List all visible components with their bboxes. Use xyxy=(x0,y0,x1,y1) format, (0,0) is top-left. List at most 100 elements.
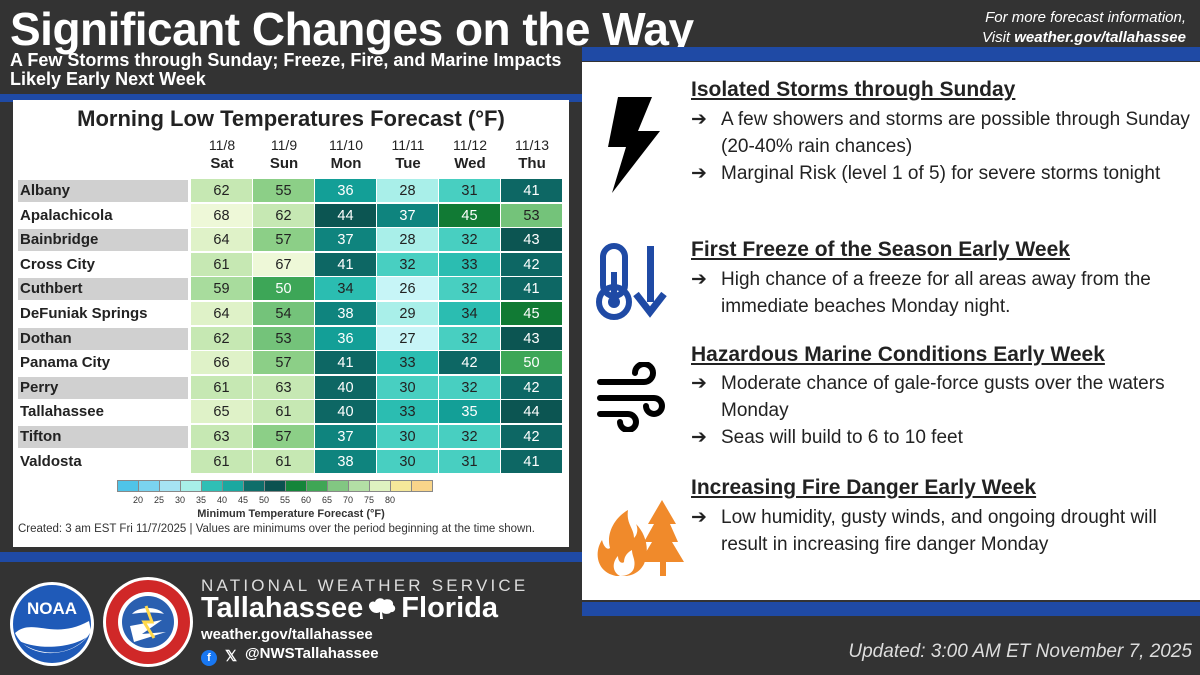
colorbar-swatch xyxy=(348,480,370,492)
colorbar-swatch xyxy=(180,480,202,492)
temperature-cell: 57 xyxy=(253,351,315,376)
city-label: Tallahassee xyxy=(20,403,104,421)
colorbar-tick: 80 xyxy=(384,495,395,505)
temperature-cell: 33 xyxy=(439,252,501,277)
section-heading: Isolated Storms through Sunday xyxy=(691,78,1016,101)
section-bullet: ➔ Moderate chance of gale-force gusts ove… xyxy=(691,370,1191,424)
footer-website[interactable]: weather.gov/tallahassee xyxy=(201,626,373,643)
colorbar-swatch xyxy=(306,480,328,492)
column-day: Tue xyxy=(395,155,421,172)
header-stripe-right xyxy=(582,47,1200,61)
temperature-cell: 30 xyxy=(377,375,439,400)
temperature-cell: 31 xyxy=(439,449,501,474)
page-subtitle: A Few Storms through Sunday; Freeze, Fir… xyxy=(10,50,562,89)
column-date: 11/9 xyxy=(270,137,298,153)
bullet-text: A few showers and storms are possible th… xyxy=(721,109,1190,157)
colorbar-swatch xyxy=(411,480,433,492)
temperature-cell: 61 xyxy=(191,375,253,400)
temperature-cell: 53 xyxy=(253,326,315,351)
temperature-cell: 35 xyxy=(439,400,501,425)
bullet-text: Moderate chance of gale-force gusts over… xyxy=(721,373,1165,421)
bullet-arrow-icon: ➔ xyxy=(691,427,707,448)
column-date: 11/10 xyxy=(329,137,363,153)
colorbar-swatch xyxy=(117,480,139,492)
column-day: Mon xyxy=(330,155,362,172)
city-label: Dothan xyxy=(18,327,188,350)
temperature-table-panel: Morning Low Temperatures Forecast (°F) 1… xyxy=(13,100,569,547)
section-bullet: ➔ A few showers and storms are possible t… xyxy=(691,106,1191,160)
temperature-cell: 61 xyxy=(253,400,315,425)
temperature-cell: 34 xyxy=(315,277,377,302)
temperature-cell: 32 xyxy=(439,425,501,449)
fire-tree-icon xyxy=(597,500,684,576)
city-label: Albany xyxy=(18,180,188,202)
bullet-text: Low humidity, gusty winds, and ongoing d… xyxy=(721,507,1157,555)
column-day: Sat xyxy=(210,155,234,172)
city-label: Cross City xyxy=(20,255,96,273)
thermometer-down-icon xyxy=(596,243,667,320)
colorbar-swatch xyxy=(390,480,412,492)
colorbar-label: Minimum Temperature Forecast (°F) xyxy=(197,508,385,520)
temperature-cell: 41 xyxy=(501,449,563,474)
temperature-cell: 26 xyxy=(377,277,439,302)
footer-stripe-left xyxy=(0,552,582,562)
bullet-arrow-icon: ➔ xyxy=(691,507,707,528)
temperature-cell: 42 xyxy=(501,375,563,400)
colorbar-tick: 45 xyxy=(237,495,248,505)
temperature-cell: 41 xyxy=(501,179,563,203)
temperature-cell: 41 xyxy=(315,351,377,376)
social-handle[interactable]: @NWSTallahassee xyxy=(245,645,379,662)
temperature-cell: 50 xyxy=(253,277,315,302)
x-icon[interactable]: 𝕏 xyxy=(224,648,238,665)
temperature-cell: 41 xyxy=(315,252,377,277)
forecast-info: For more forecast information, Visit wea… xyxy=(982,8,1186,48)
section-heading: Increasing Fire Danger Early Week xyxy=(691,476,1037,499)
bullet-text: High chance of a freeze for all areas aw… xyxy=(721,269,1151,317)
footer-stripe-right xyxy=(582,602,1200,616)
bullet-arrow-icon: ➔ xyxy=(691,373,707,394)
section-bullet: ➔ High chance of a freeze for all areas a… xyxy=(691,266,1191,320)
colorbar-swatch xyxy=(327,480,349,492)
header-stripe-left xyxy=(0,94,582,102)
colorbar-swatch xyxy=(264,480,286,492)
colorbar-swatch xyxy=(222,480,244,492)
temperature-cell: 33 xyxy=(377,351,439,376)
colorbar-tick: 40 xyxy=(216,495,227,505)
info-line-2: Visit weather.gov/tallahassee xyxy=(982,28,1186,48)
temperature-cell: 33 xyxy=(377,400,439,425)
temperature-cell: 27 xyxy=(377,326,439,351)
section-heading: Hazardous Marine Conditions Early Week xyxy=(691,343,1105,366)
temperature-cell: 42 xyxy=(501,252,563,277)
column-date: 11/13 xyxy=(515,137,549,153)
bullet-arrow-icon: ➔ xyxy=(691,109,707,130)
wind-icon xyxy=(597,362,665,432)
colorbar-tick: 30 xyxy=(174,495,185,505)
column-date: 11/12 xyxy=(453,137,487,153)
footer-office-city: Tallahassee xyxy=(201,592,364,624)
temperature-cell: 62 xyxy=(191,326,253,351)
temperature-cell: 37 xyxy=(315,228,377,253)
temperature-cell: 45 xyxy=(439,203,501,228)
info-prefix: Visit xyxy=(982,29,1015,46)
info-link[interactable]: weather.gov/tallahassee xyxy=(1014,29,1186,46)
city-label: Perry xyxy=(18,376,188,399)
facebook-icon[interactable]: f xyxy=(201,650,217,666)
bullet-arrow-icon: ➔ xyxy=(691,163,707,184)
temperature-cell: 45 xyxy=(501,302,563,326)
temperature-cell: 44 xyxy=(501,400,563,425)
temperature-cell: 28 xyxy=(377,179,439,203)
footer-office-state: Florida xyxy=(401,592,498,624)
temperature-cell: 57 xyxy=(253,425,315,449)
temperature-cell: 40 xyxy=(315,400,377,425)
colorbar-swatch xyxy=(201,480,223,492)
temperature-cell: 37 xyxy=(315,425,377,449)
colorbar-tick: 65 xyxy=(321,495,332,505)
colorbar-tick: 25 xyxy=(153,495,164,505)
colorbar-swatch xyxy=(285,480,307,492)
temperature-cell: 41 xyxy=(501,277,563,302)
temperature-cell: 57 xyxy=(253,228,315,253)
hazards-panel: Isolated Storms through Sunday ➔ A few sho… xyxy=(582,62,1200,600)
colorbar-tick: 35 xyxy=(195,495,206,505)
temperature-cell: 53 xyxy=(501,203,563,228)
temperature-cell: 42 xyxy=(439,351,501,376)
